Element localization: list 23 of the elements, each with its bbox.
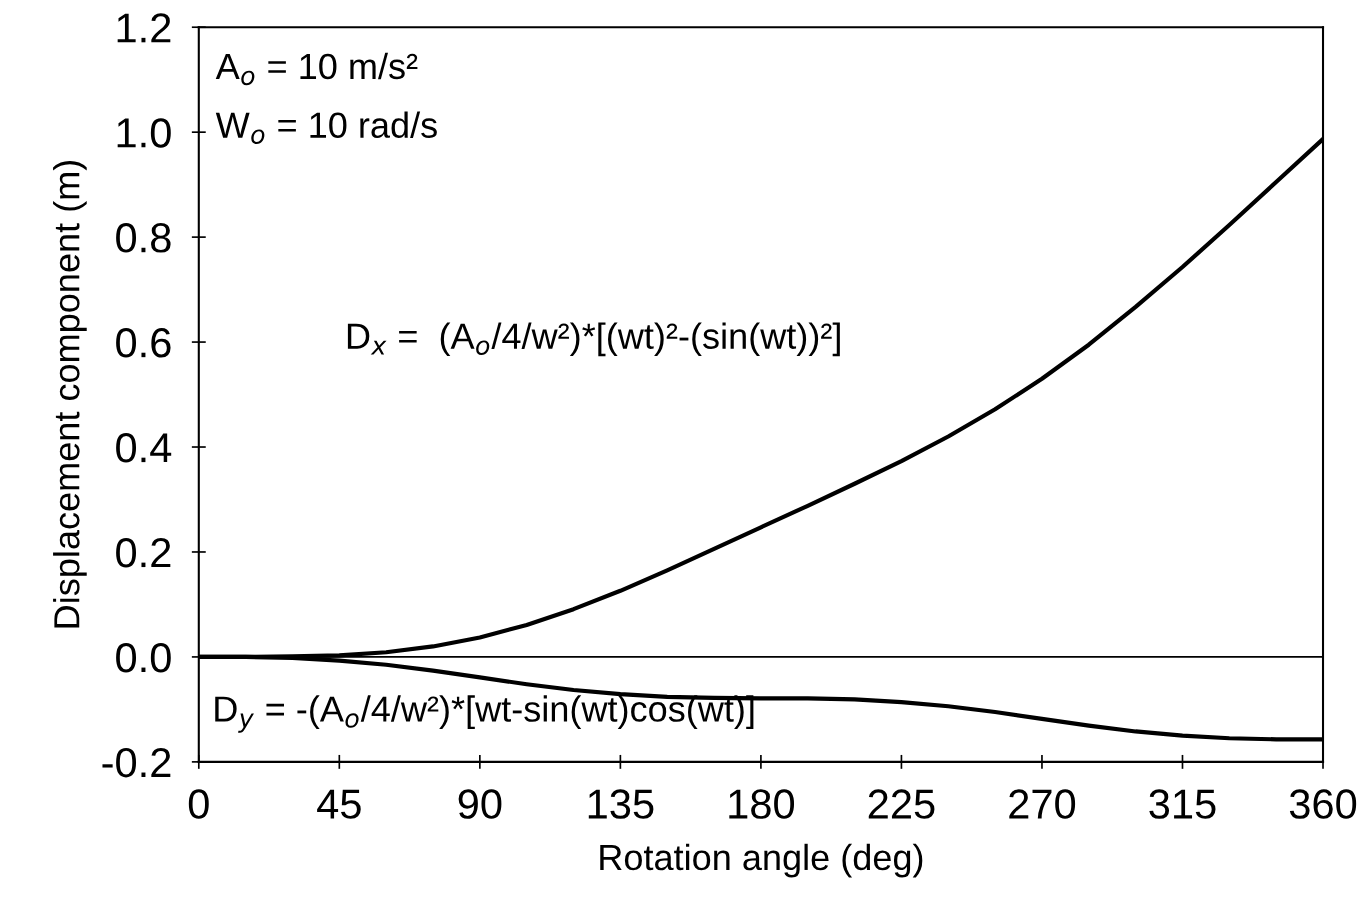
- annotation: D$_{x}$ = (A$_{o}$/4/w²)*[(wt)²-(sin(wt))²]: [347, 322, 840, 357]
- annotation: D$_{y}$ = -(A$_{o}$/4/w²)*[wt-sin(wt)cos(wt)]: [215, 695, 754, 733]
- y-axis-title: Displacement component (m): [53, 160, 87, 628]
- y-tick-label: 0.4: [116, 433, 172, 463]
- x-tick-label: 0: [188, 789, 209, 819]
- x-tick-label: 315: [1149, 789, 1216, 819]
- x-tick-label: 270: [1009, 789, 1076, 819]
- x-tick-label: 45: [317, 789, 361, 819]
- y-tick-label: 0.6: [116, 328, 171, 358]
- x-tick-label: 90: [458, 789, 502, 819]
- x-tick-label: 180: [729, 789, 795, 819]
- y-tick-label: 0.8: [116, 223, 171, 253]
- x-tick-label: 225: [868, 789, 935, 819]
- y-tick-label: 0.0: [116, 642, 171, 673]
- y-tick-label: 1.0: [117, 118, 171, 148]
- y-tick-label: 1.2: [117, 13, 171, 43]
- y-tick-label: 0.2: [116, 537, 171, 568]
- annotation: W$_{o}$ = 10 rad/s: [215, 111, 437, 144]
- y-tick-label: -0.2: [102, 747, 171, 778]
- x-tick-label: 135: [588, 789, 654, 819]
- annotation: A$_{o}$ = 10 m/s²: [215, 52, 418, 86]
- x-axis-title: Rotation angle (deg): [600, 843, 923, 878]
- x-tick-label: 360: [1289, 789, 1357, 819]
